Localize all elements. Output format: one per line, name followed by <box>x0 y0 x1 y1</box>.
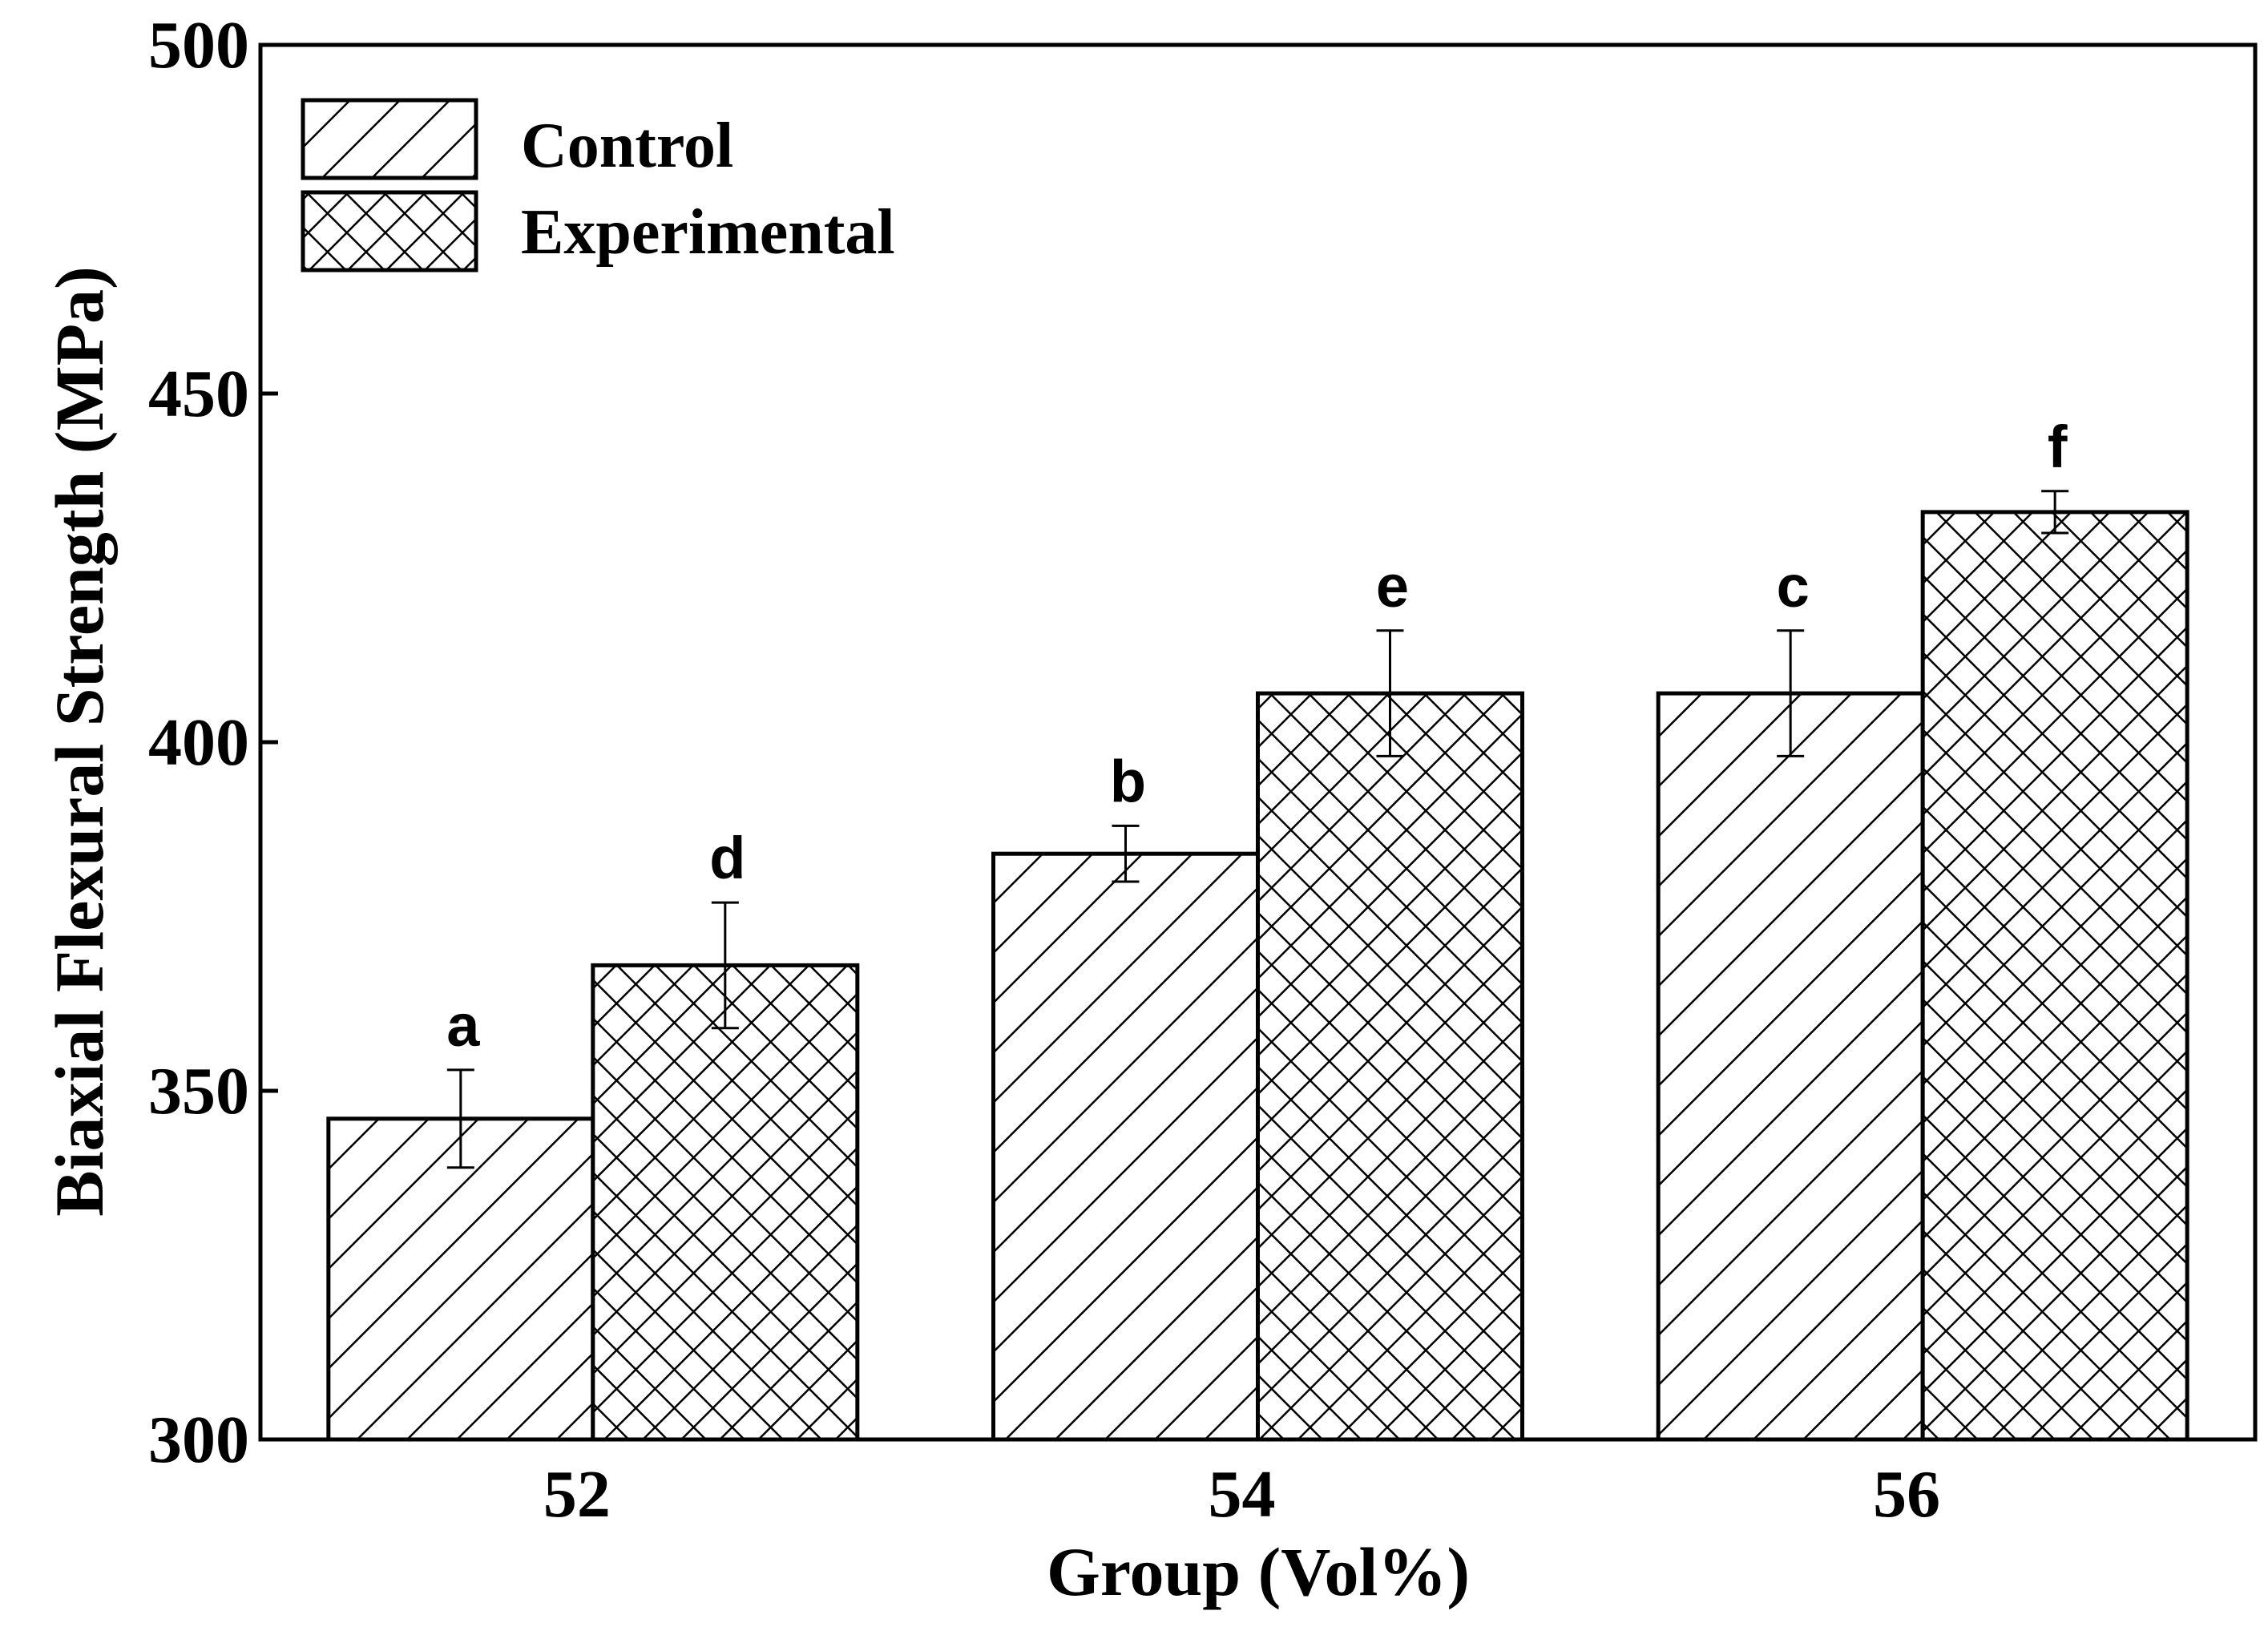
significance-label-experimental-56: f <box>2048 414 2068 480</box>
bar-experimental-52 <box>591 963 860 1442</box>
significance-label-experimental-54: e <box>1376 553 1409 620</box>
bars-layer <box>326 510 2189 1442</box>
y-tick-label-500: 500 <box>148 8 249 83</box>
x-tick-label-52: 52 <box>543 1457 611 1532</box>
x-tick-label-56: 56 <box>1873 1457 1940 1532</box>
significance-label-control-54: b <box>1110 748 1146 814</box>
significance-labels-layer: a d b e c f <box>446 414 2068 1059</box>
legend-label-experimental: Experimental <box>521 197 895 268</box>
x-axis: 52 54 56 <box>543 1457 1940 1532</box>
significance-label-control-52: a <box>446 992 480 1059</box>
significance-label-experimental-52: d <box>709 825 745 891</box>
y-axis: 300 350 400 450 500 <box>148 8 278 1477</box>
y-tick-label-300: 300 <box>148 1403 249 1477</box>
bar-control-52 <box>326 1116 595 1442</box>
legend-label-control: Control <box>521 111 733 181</box>
bar-experimental-54 <box>1256 691 1524 1442</box>
y-tick-label-350: 350 <box>148 1054 249 1128</box>
y-tick-label-450: 450 <box>148 357 249 431</box>
error-bars-layer <box>446 490 2069 1169</box>
legend-swatch-control <box>301 98 478 180</box>
bar-experimental-56 <box>1920 510 2189 1442</box>
legend: Control Experimental <box>301 98 895 273</box>
legend-swatch-experimental <box>301 190 478 273</box>
significance-label-control-56: c <box>1777 553 1810 620</box>
x-axis-label: Group (Vol%) <box>1047 1533 1470 1610</box>
bar-control-54 <box>991 851 1260 1442</box>
bar-control-56 <box>1656 691 1925 1442</box>
y-tick-label-400: 400 <box>148 705 249 780</box>
y-axis-label: Biaxial Flexural Strength (MPa) <box>41 266 118 1217</box>
x-tick-label-54: 54 <box>1209 1457 1276 1532</box>
